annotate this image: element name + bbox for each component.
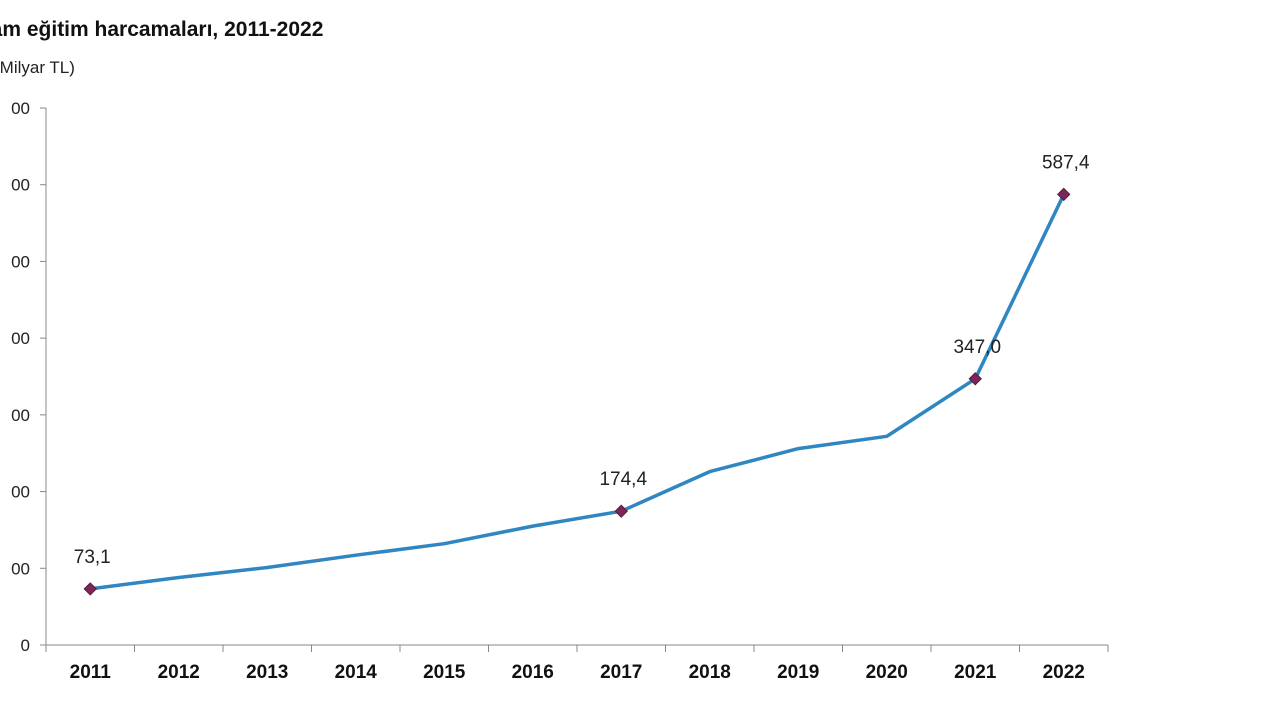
x-tick-label: 2021 [954,662,997,683]
x-tick-label: 2022 [1043,662,1085,683]
y-tick-label: 00 [11,176,30,195]
data-point-marker [614,504,628,518]
x-tick-label: 2019 [777,662,819,683]
y-tick-label: 00 [11,329,30,348]
x-tick-label: 2016 [512,662,554,683]
x-tick-label: 2011 [70,662,112,683]
y-tick-label: 00 [11,99,30,118]
data-label: 347,0 [953,337,1001,358]
data-label: 587,4 [1042,152,1090,173]
data-label: 174,4 [599,469,647,490]
series-markers [83,187,1071,596]
data-label: 73,1 [74,547,111,568]
x-tick-label: 2018 [689,662,731,683]
x-tick-label: 2013 [246,662,288,683]
y-tick-label: 00 [11,252,30,271]
chart-unit-label: (Milyar TL) [0,58,75,77]
x-tick-label: 2020 [866,662,908,683]
x-axis-ticks: 2011 2012 2013 2014 2015 2016 2017 2018 2019 2020… [45,645,1109,683]
x-tick-label: 2017 [600,662,642,683]
data-point-marker [83,582,97,596]
x-tick-label: 2015 [423,662,466,683]
y-tick-label: 0 [21,636,30,655]
y-tick-label: 00 [11,559,30,578]
x-tick-label: 2014 [335,662,378,683]
x-tick-label: 2012 [158,662,200,683]
data-point-marker [1057,187,1071,202]
series-line-path [90,193,1066,591]
chart-axes [45,108,1108,646]
y-tick-label: 00 [11,483,30,502]
chart-title: plam eğitim harcamaları, 2011-2022 [0,18,324,41]
data-point-marker [968,372,982,386]
y-tick-label: 00 [11,406,30,425]
data-labels: 73,1 174,4 347,0 587,4 [74,152,1090,568]
series-line [90,193,1066,591]
